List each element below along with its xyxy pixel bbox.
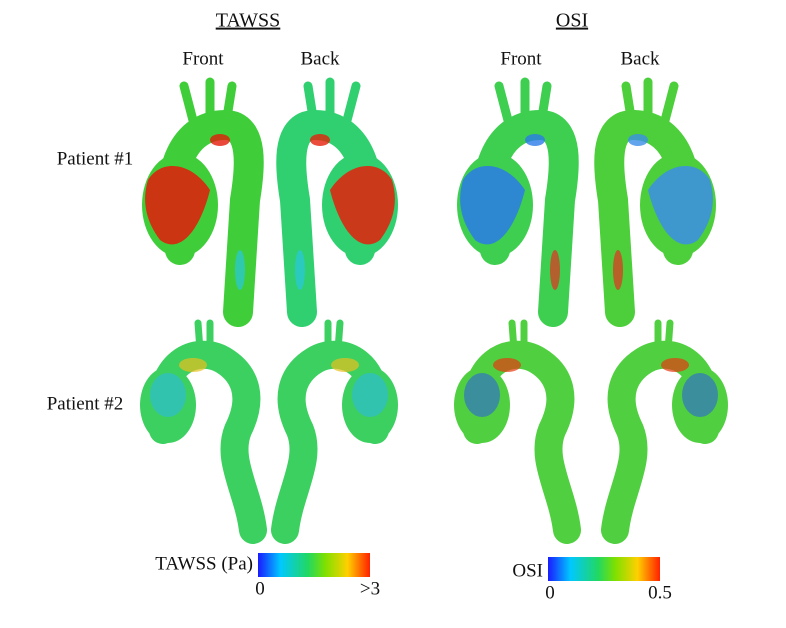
view-label: Back [300, 48, 340, 69]
row-label: Patient #2 [47, 393, 124, 414]
colorbar [258, 553, 370, 577]
colorbar-label: TAWSS (Pa) [155, 553, 253, 574]
aorta-model [615, 323, 728, 530]
aorta-model [140, 323, 253, 530]
aorta-model [454, 323, 567, 530]
aorta-model [609, 82, 716, 312]
colorbar-tick-label: >3 [360, 578, 380, 599]
view-label: Back [620, 48, 660, 69]
aorta-model [291, 82, 398, 312]
aorta-model [285, 323, 398, 530]
aorta-model [457, 82, 564, 312]
osi-title: OSI [556, 10, 588, 32]
colorbar-tick-label: 0 [545, 582, 555, 603]
tawss-title: TAWSS [216, 10, 281, 32]
colorbar [548, 557, 660, 581]
aorta-model [142, 82, 249, 312]
view-label: Front [500, 48, 542, 69]
colorbar-label: OSI [512, 560, 543, 581]
colorbar-tick-label: 0 [255, 578, 265, 599]
colorbar-tick-label: 0.5 [648, 582, 672, 603]
row-label: Patient #1 [57, 148, 134, 169]
view-label: Front [182, 48, 224, 69]
